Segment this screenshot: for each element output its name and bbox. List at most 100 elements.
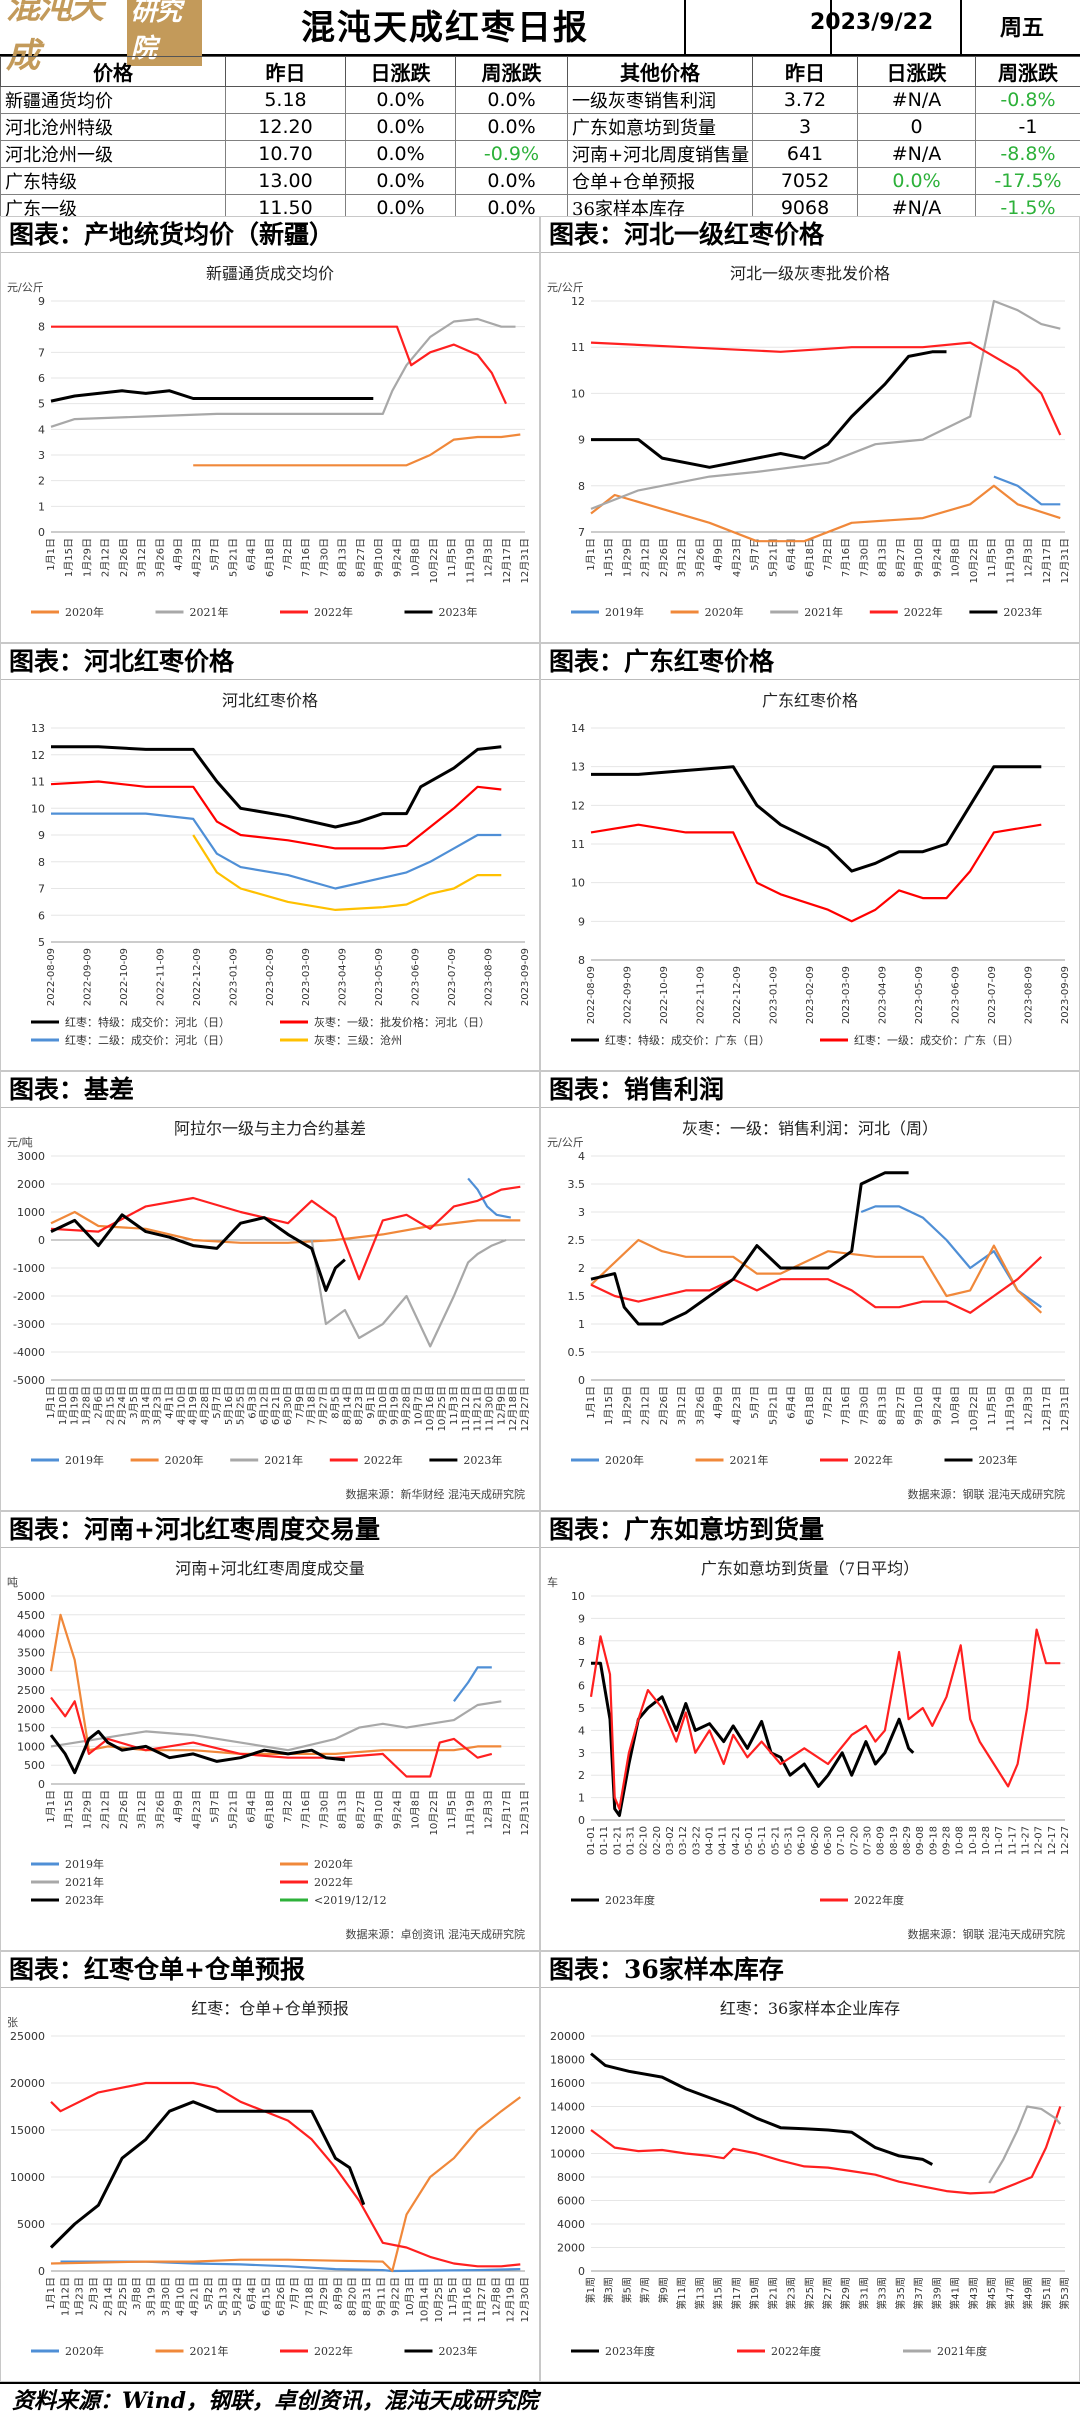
x-tick-label: 6月21日 — [270, 1386, 282, 1425]
price-cell-y: 12.20 — [225, 113, 346, 141]
price-cell-d2: 0 — [857, 113, 976, 141]
x-tick-label: 11-07 — [994, 1826, 1005, 1855]
x-tick-label: 1月1日 — [585, 1386, 597, 1419]
legend-label: 2022年度 — [771, 2344, 821, 2358]
x-tick-label: 11月27日 — [476, 2277, 488, 2322]
x-tick-label: 04-21 — [731, 1826, 742, 1855]
x-tick-label: 1月23日 — [74, 2277, 86, 2316]
x-tick-label: 11月5日 — [446, 1790, 458, 1829]
price-cell-d2: 0.0% — [857, 167, 976, 195]
legend-label: 红枣：一级：成交价：广东（日） — [854, 1033, 1019, 1047]
legend-label: 2023年 — [1003, 605, 1042, 619]
x-tick-label: 7月30日 — [858, 538, 870, 577]
x-tick-label: 9月22日 — [390, 2277, 402, 2316]
y-tick-label: 13 — [571, 761, 585, 774]
price-cell-y: 10.70 — [225, 140, 346, 168]
x-tick-label: 2023-01-09 — [228, 948, 239, 1006]
x-tick-label: 1月1日 — [45, 1386, 57, 1419]
x-tick-label: 7月7日 — [289, 2277, 301, 2310]
x-tick-label: 01-01 — [586, 1826, 597, 1855]
y-tick-label: 5 — [578, 1702, 585, 1715]
y-tick-label: 4 — [578, 1150, 585, 1163]
y-tick-label: 0.5 — [568, 1346, 586, 1359]
x-tick-label: 第37周 — [912, 2277, 925, 2310]
y-tick-label: 2000 — [17, 1703, 45, 1716]
chart-guangdong-price: 广东红枣价格 8 9 10 11 12 13 14 2022-08-09 2022-09-09 20… — [571, 691, 1071, 1047]
y-tick-label: 11 — [571, 341, 585, 354]
chart-title: 阿拉尔一级与主力合约基差 — [174, 1119, 366, 1138]
x-tick-label: 2月6日 — [92, 1386, 104, 1419]
x-tick-label: 2023-08-09 — [484, 948, 495, 1006]
x-tick-label: 12月31日 — [1059, 1386, 1071, 1431]
x-tick-label: 3月19日 — [146, 2277, 158, 2316]
series-line — [310, 1238, 507, 1348]
x-tick-label: 9月24日 — [931, 1386, 943, 1425]
x-tick-label: 8月13日 — [337, 538, 349, 577]
y-tick-label: 6 — [578, 1680, 585, 1693]
x-tick-label: 1月29日 — [621, 538, 633, 577]
x-tick-label: 02-20 — [652, 1826, 663, 1855]
x-tick-label: 7月2日 — [822, 538, 834, 571]
y-tick-label: 8 — [578, 1635, 585, 1648]
x-tick-label: 6月18日 — [264, 1790, 276, 1829]
legend-label: 2021年 — [730, 1453, 769, 1467]
legend-label: 红枣：二级：成交价：河北（日） — [65, 1033, 230, 1047]
price-cell-d2: #N/A — [857, 140, 976, 168]
section-title: 图表：广东如意坊到货量 — [541, 1512, 1079, 1548]
x-tick-label: 2022-11-09 — [695, 966, 706, 1024]
price-table-row: 河北沧州特级 12.20 0.0% 0.0% 广东如意坊到货量 3 0 -1 — [0, 113, 1080, 141]
x-tick-label: 11月19日 — [1004, 538, 1016, 583]
x-tick-label: 03-12 — [678, 1826, 689, 1855]
x-tick-label: 10月25日 — [433, 2277, 445, 2322]
x-tick-label: 5月2日 — [203, 2277, 215, 2310]
y-tick-label: 15000 — [10, 2124, 45, 2137]
x-tick-label: 3月12日 — [136, 538, 148, 577]
legend-label: 2021年 — [804, 605, 843, 619]
series-line — [590, 484, 1061, 543]
x-tick-label: 05-31 — [784, 1826, 795, 1855]
price-cell-name2: 仓单+仓单预报 — [567, 167, 753, 195]
price-table-row: 新疆通货均价 5.18 0.0% 0.0% 一级灰枣销售利润 3.72 #N/A -0.8% — [0, 86, 1080, 114]
x-tick-label: 8月13日 — [877, 1386, 889, 1425]
x-tick-label: 2023-02-09 — [265, 948, 276, 1006]
x-tick-label: 11月30日 — [483, 1386, 495, 1431]
x-tick-label: 10-18 — [968, 1826, 979, 1855]
x-tick-label: 11月5日 — [447, 2277, 459, 2316]
col-header: 昨日 — [752, 56, 858, 87]
x-tick-label: 4月23日 — [731, 538, 743, 577]
y-tick-label: -5000 — [13, 1374, 45, 1387]
x-tick-label: 3月26日 — [694, 1386, 706, 1425]
section-title: 图表：红枣仓单+仓单预报 — [1, 1952, 539, 1988]
y-tick-label: 5000 — [17, 2218, 45, 2231]
y-tick-label: 2.5 — [568, 1234, 586, 1247]
chart-title: 新疆通货成交均价 — [206, 264, 334, 283]
col-header: 周涨跌 — [455, 56, 568, 87]
y-tick-label: 1000 — [17, 1740, 45, 1753]
y-tick-label: 0 — [38, 1778, 45, 1791]
x-tick-label: 4月21日 — [189, 2277, 201, 2316]
section-title: 图表：销售利润 — [541, 1072, 1079, 1108]
price-cell-name2: 一级灰枣销售利润 — [567, 86, 753, 114]
x-tick-label: 02-10 — [639, 1826, 650, 1855]
y-tick-label: 7 — [38, 346, 45, 359]
x-tick-label: 7月16日 — [840, 1386, 852, 1425]
x-tick-label: 4月28日 — [199, 1386, 211, 1425]
chart-source: 数据来源：卓创资讯 混沌天成研究院 — [346, 1927, 526, 1941]
x-tick-label: 第5周 — [620, 2277, 633, 2303]
x-tick-label: 1月15日 — [603, 538, 615, 577]
x-tick-label: 第21周 — [766, 2277, 779, 2310]
legend-label: 2023年度 — [605, 1893, 655, 1907]
x-tick-label: 09-08 — [915, 1826, 926, 1855]
chart-source: 数据来源：钢联 混沌天成研究院 — [908, 1487, 1066, 1501]
x-tick-label: 第25周 — [803, 2277, 816, 2310]
legend-label: 红枣：特级：成交价：河北（日） — [65, 1015, 230, 1029]
price-cell-w: 0.0% — [455, 86, 568, 114]
x-tick-label: 04-01 — [705, 1826, 716, 1855]
x-tick-label: 5月7日 — [209, 538, 221, 571]
report-title: 混沌天成红枣日报 — [301, 8, 589, 48]
x-tick-label: 2月3日 — [88, 2277, 100, 2310]
series-line — [50, 1696, 493, 1778]
legend-label: 2019年 — [65, 1857, 104, 1871]
x-tick-label: 1月1日 — [45, 1790, 57, 1823]
